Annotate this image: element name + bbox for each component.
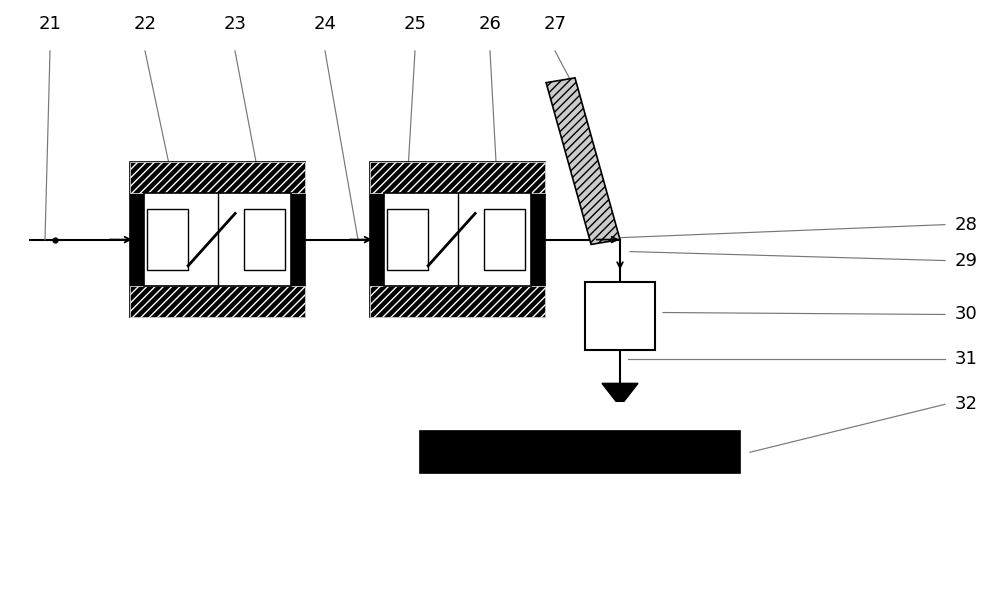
Bar — [384, 193, 531, 286]
Text: 21: 21 — [39, 15, 61, 33]
Polygon shape — [602, 383, 638, 401]
Polygon shape — [546, 78, 620, 244]
Text: 23: 23 — [224, 15, 246, 33]
Text: 31: 31 — [955, 350, 978, 368]
Bar — [147, 209, 188, 270]
Bar — [144, 193, 291, 286]
Text: 30: 30 — [955, 305, 978, 323]
Text: 28: 28 — [955, 216, 978, 234]
Bar — [130, 162, 305, 193]
Bar — [420, 431, 740, 473]
Bar — [585, 282, 655, 350]
Bar — [130, 162, 305, 317]
Text: 26: 26 — [479, 15, 501, 33]
Text: 25: 25 — [404, 15, 426, 33]
Bar — [370, 162, 545, 317]
Bar — [244, 209, 285, 270]
Text: 22: 22 — [134, 15, 156, 33]
Text: 24: 24 — [314, 15, 336, 33]
Text: 32: 32 — [955, 395, 978, 413]
Text: 27: 27 — [544, 15, 566, 33]
Text: 29: 29 — [955, 252, 978, 270]
Bar — [370, 286, 545, 317]
Bar — [387, 209, 428, 270]
Bar — [484, 209, 525, 270]
Bar — [370, 162, 545, 193]
Bar — [130, 286, 305, 317]
